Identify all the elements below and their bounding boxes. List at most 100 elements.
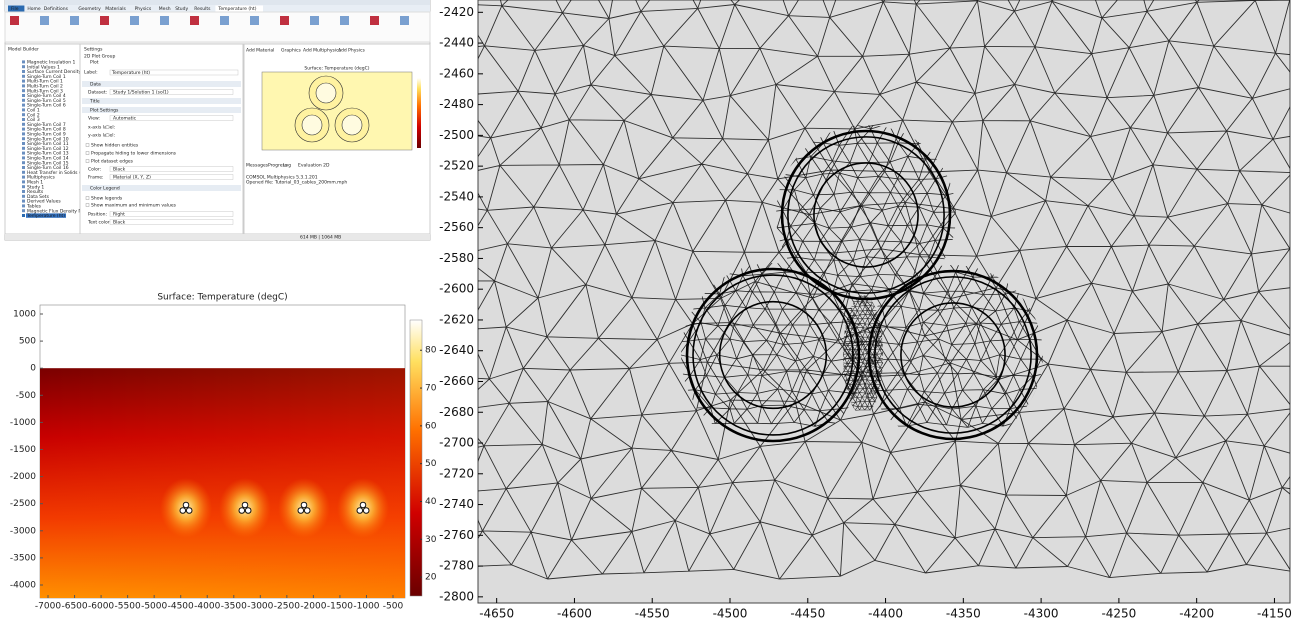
graphics-tab[interactable]: Add Physics [338,48,365,54]
ribbon-icon[interactable] [340,16,349,25]
tree-icon[interactable] [22,142,25,145]
graphics-tab[interactable]: Add Material [246,48,274,54]
ribbon-icon[interactable] [280,16,289,25]
tree-icon[interactable] [22,128,25,131]
tree-icon[interactable] [22,84,25,87]
ribbon-icon[interactable] [100,16,109,25]
checkbox[interactable] [86,197,89,200]
ribbon-icon[interactable] [370,16,379,25]
checkbox[interactable] [86,160,89,163]
ribbon-icon[interactable] [130,16,139,25]
ribbon-icon[interactable] [160,16,169,25]
section-header-label[interactable]: Color Legend [90,186,120,192]
dropdown[interactable] [110,212,233,217]
ribbon-tab-label[interactable]: Study [175,6,188,12]
page: File HomeDefinitions Geometry Materials Phys… [0,0,1298,623]
tree-icon[interactable] [22,75,25,78]
tree-icon[interactable] [22,180,25,183]
plot-button[interactable]: Plot [90,60,99,66]
graphics-tab[interactable]: Graphics [281,48,302,54]
tree-icon[interactable] [22,132,25,135]
tree-icon[interactable] [22,161,25,164]
tree-icon[interactable] [22,108,25,111]
cable [301,502,307,508]
graphics-tab[interactable]: Add Multiphysics [303,48,342,54]
checkbox[interactable] [106,126,109,129]
tree-icon[interactable] [22,89,25,92]
x-tick-label: -500 [383,602,404,612]
ribbon-icon[interactable] [70,16,79,25]
ribbon-icon[interactable] [10,16,19,25]
dropdown[interactable] [110,220,233,225]
ribbon-tab-label[interactable]: Results [194,6,211,12]
tree-icon[interactable] [22,214,25,217]
tree-icon[interactable] [22,176,25,179]
field-value[interactable]: Study 1/Solution 1 (sol1) [113,90,169,96]
tree-icon[interactable] [22,156,25,159]
tree-icon[interactable] [22,60,25,63]
message-tab[interactable]: Log [283,163,291,169]
tree-icon[interactable] [22,94,25,97]
tree-icon[interactable] [22,204,25,207]
ribbon-tab-label[interactable]: Mesh [159,6,171,12]
status-bar [5,234,430,240]
checkbox[interactable] [106,134,109,137]
tree-icon[interactable] [22,195,25,198]
field-value[interactable]: Material (X, Y, Z) [113,175,151,181]
ribbon-tab-label[interactable]: Materials [105,6,126,12]
x-tick-label: -5500 [115,602,141,612]
ribbon-tab-label[interactable]: File [11,6,19,12]
tree-icon[interactable] [22,113,25,116]
tree-icon[interactable] [22,147,25,150]
ribbon-icon[interactable] [400,16,409,25]
y-tick-label: -2500 [439,128,474,142]
ribbon-tab-label[interactable]: Geometry [78,6,101,12]
tree-icon[interactable] [22,137,25,140]
ribbon-tab-label[interactable]: Home [27,6,41,12]
ribbon-icon[interactable] [250,16,259,25]
section-header-label[interactable]: Title [89,99,100,105]
field-value[interactable]: Black [113,167,126,173]
tree-icon[interactable] [22,200,25,203]
tree-icon[interactable] [22,70,25,73]
ribbon-icon[interactable] [220,16,229,25]
message-tab[interactable]: Messages [246,163,269,169]
ribbon-tab-label[interactable]: Physics [135,6,152,12]
dropdown[interactable] [110,167,233,172]
ribbon-icon[interactable] [310,16,319,25]
x-tick-label: -2000 [300,602,326,612]
checkbox[interactable] [86,144,89,147]
message-tab[interactable]: Evaluation 2D [298,163,330,169]
ribbon-icon[interactable] [40,16,49,25]
tree-icon[interactable] [22,190,25,193]
ribbon-tab-label[interactable]: Definitions [44,6,69,12]
field-value[interactable]: Automatic [113,116,137,122]
tree-icon[interactable] [22,123,25,126]
tree-icon[interactable] [22,209,25,212]
tree-icon[interactable] [22,65,25,68]
field-value[interactable]: Black [113,220,126,226]
tree-icon[interactable] [22,152,25,155]
checkbox[interactable] [86,204,89,207]
tree-icon[interactable] [22,166,25,169]
section-header-label[interactable]: Data [90,82,101,88]
x-tick-label: -4400 [868,607,903,621]
section-header[interactable] [82,81,241,87]
tree-icon[interactable] [22,118,25,121]
checkbox[interactable] [86,152,89,155]
ribbon-icon[interactable] [190,16,199,25]
y-tick-label: -500 [16,391,37,401]
section-header[interactable] [82,98,241,104]
tree-icon[interactable] [22,80,25,83]
tree-icon[interactable] [22,185,25,188]
label-value[interactable]: Temperature (ht) [111,70,150,76]
x-tick-label: -6000 [88,602,114,612]
section-header-label[interactable]: Plot Settings [90,108,119,114]
ribbon-tab-label[interactable]: Temperature (ht) [217,6,256,12]
tree-icon[interactable] [22,99,25,102]
tree-icon[interactable] [22,104,25,107]
mesh-plot: -2420-2440-2460-2480-2500-2520-2540-2560… [430,0,1298,621]
tree-icon[interactable] [22,171,25,174]
field-value[interactable]: Right [113,212,125,218]
tree-item[interactable]: Temperature (ht) [26,213,65,219]
